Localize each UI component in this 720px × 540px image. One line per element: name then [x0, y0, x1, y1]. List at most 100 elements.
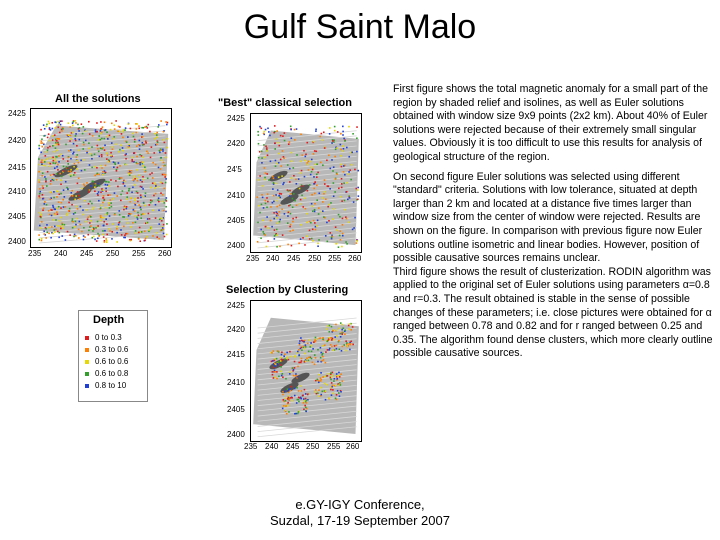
euler-solution-point: [332, 182, 335, 184]
euler-solution-point: [74, 138, 77, 140]
euler-solution-point: [260, 237, 262, 240]
euler-solution-point: [88, 120, 90, 123]
euler-solution-point: [104, 164, 107, 167]
euler-solution-point: [321, 210, 323, 213]
euler-solution-point: [129, 127, 132, 130]
euler-solution-point: [279, 364, 282, 366]
euler-solution-point: [99, 214, 102, 217]
euler-solution-point: [77, 128, 80, 130]
euler-solution-point: [84, 129, 86, 132]
ridge-feature: [269, 358, 288, 370]
euler-solution-point: [71, 220, 73, 222]
euler-solution-point: [109, 230, 111, 232]
euler-solution-point: [82, 126, 85, 128]
euler-solution-point: [140, 231, 143, 233]
euler-solution-point: [318, 380, 320, 382]
euler-solution-point: [324, 361, 327, 364]
euler-solution-point: [153, 132, 156, 135]
legend-item: 0.3 to 0.6: [85, 345, 128, 354]
euler-solution-point: [52, 159, 55, 162]
euler-solution-point: [346, 181, 349, 184]
euler-solution-point: [320, 132, 323, 135]
euler-solution-point: [278, 192, 281, 195]
euler-solution-point: [58, 161, 60, 163]
euler-solution-point: [67, 170, 70, 173]
euler-solution-point: [100, 132, 102, 135]
euler-solution-point: [334, 191, 336, 193]
euler-solution-point: [335, 344, 338, 347]
euler-solution-point: [347, 173, 349, 175]
euler-solution-point: [149, 201, 152, 204]
euler-solution-point: [279, 360, 282, 362]
euler-solution-point: [121, 147, 124, 149]
isoline: [257, 196, 357, 208]
y-tick: 2405: [227, 216, 245, 225]
euler-solution-point: [57, 201, 60, 203]
euler-solution-point: [142, 164, 144, 167]
euler-solution-point: [140, 208, 142, 211]
euler-solution-point: [93, 228, 95, 230]
euler-solution-point: [145, 142, 148, 144]
euler-solution-point: [54, 121, 56, 123]
euler-solution-point: [102, 201, 104, 204]
euler-solution-point: [275, 199, 277, 202]
euler-solution-point: [265, 245, 268, 248]
euler-solution-point: [317, 207, 320, 209]
euler-solution-point: [339, 382, 341, 384]
euler-solution-point: [131, 156, 134, 159]
euler-solution-point: [286, 222, 289, 224]
euler-solution-point: [257, 134, 260, 136]
euler-solution-point: [283, 390, 286, 393]
euler-solution-point: [315, 176, 318, 178]
euler-solution-point: [300, 361, 302, 364]
euler-solution-point: [133, 138, 136, 141]
euler-solution-point: [94, 130, 97, 133]
isoline: [257, 176, 357, 188]
euler-solution-point: [348, 343, 350, 345]
euler-solution-point: [269, 134, 271, 137]
euler-solution-point: [273, 212, 275, 214]
euler-solution-point: [349, 323, 351, 325]
euler-solution-point: [76, 168, 78, 170]
euler-solution-point: [257, 179, 260, 181]
magnetic-anomaly-map: [250, 113, 362, 253]
ridge-feature: [280, 382, 299, 394]
euler-solution-point: [341, 234, 344, 237]
euler-solution-point: [339, 195, 342, 198]
euler-solution-point: [71, 189, 74, 192]
euler-solution-point: [69, 149, 72, 151]
euler-solution-point: [144, 239, 146, 242]
euler-solution-point: [124, 129, 126, 131]
euler-solution-point: [139, 206, 142, 209]
euler-solution-point: [278, 194, 281, 197]
euler-solution-point: [73, 165, 75, 168]
euler-solution-point: [107, 159, 110, 161]
euler-solution-point: [138, 144, 141, 147]
euler-solution-point: [302, 394, 304, 397]
euler-solution-point: [310, 350, 313, 353]
euler-solution-point: [323, 344, 326, 346]
euler-solution-point: [55, 161, 57, 164]
euler-solution-point: [115, 170, 118, 172]
euler-solution-point: [139, 153, 141, 156]
euler-solution-point: [313, 176, 315, 178]
euler-solution-point: [91, 157, 93, 160]
euler-solution-point: [340, 165, 343, 168]
euler-solution-point: [91, 236, 94, 239]
euler-solution-point: [127, 222, 129, 224]
euler-solution-point: [102, 197, 104, 199]
euler-solution-point: [134, 178, 136, 180]
euler-solution-point: [120, 229, 122, 231]
euler-solution-point: [109, 199, 112, 201]
euler-solution-point: [313, 150, 316, 152]
slide-title: Gulf Saint Malo: [243, 8, 477, 46]
y-tick: 2425: [227, 301, 245, 310]
euler-solution-point: [314, 391, 317, 393]
euler-solution-point: [293, 367, 296, 369]
euler-solution-point: [110, 122, 113, 125]
euler-solution-point: [273, 359, 276, 362]
euler-solution-point: [54, 208, 56, 211]
euler-solution-point: [99, 147, 102, 150]
euler-solution-point: [47, 133, 50, 135]
euler-solution-point: [77, 123, 79, 126]
